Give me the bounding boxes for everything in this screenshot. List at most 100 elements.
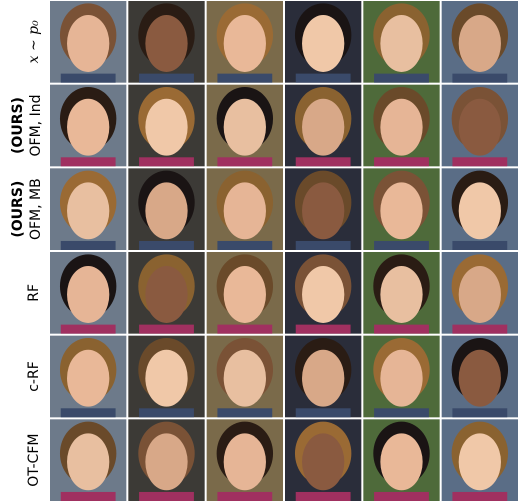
face-image	[285, 335, 362, 418]
row-label: OFM, Ind	[28, 95, 44, 157]
face-image	[206, 419, 283, 501]
face	[145, 433, 188, 491]
face	[458, 182, 501, 240]
shirt	[139, 240, 194, 250]
face-image	[50, 84, 127, 167]
shirt	[374, 324, 429, 334]
face-image	[441, 1, 518, 83]
shirt	[139, 408, 194, 418]
face	[223, 266, 266, 323]
face-image	[128, 1, 205, 83]
face	[223, 98, 266, 156]
face-image	[128, 84, 205, 167]
face-image	[363, 252, 440, 334]
face	[380, 15, 423, 72]
face	[67, 266, 110, 323]
face	[302, 349, 345, 407]
face	[302, 433, 345, 491]
shirt	[217, 324, 273, 334]
shirt	[295, 324, 351, 334]
row-tag: (OURS)	[10, 181, 26, 238]
face-image	[285, 252, 362, 334]
face	[145, 182, 188, 240]
face	[67, 15, 110, 72]
face-image	[285, 419, 362, 501]
shirt	[452, 157, 508, 167]
face	[223, 349, 266, 407]
face-image	[441, 252, 518, 334]
row-label: OT-CFM	[26, 434, 42, 487]
face-image	[285, 1, 362, 83]
face	[458, 15, 501, 72]
face-image	[128, 335, 205, 418]
shirt	[452, 491, 508, 501]
face	[458, 433, 501, 491]
shirt	[374, 73, 429, 83]
shirt	[139, 73, 194, 83]
row-tag: (OURS)	[10, 97, 26, 154]
face	[223, 433, 266, 491]
face	[145, 15, 188, 72]
face	[380, 433, 423, 491]
shirt	[452, 324, 508, 334]
shirt	[217, 491, 273, 501]
face	[302, 182, 345, 240]
face-image	[50, 252, 127, 334]
row-label: c-RF	[26, 361, 42, 392]
face	[145, 349, 188, 407]
shirt	[217, 240, 273, 250]
face-image	[206, 335, 283, 418]
face-image	[50, 1, 127, 83]
face-image	[363, 419, 440, 501]
shirt	[295, 408, 351, 418]
shirt	[374, 408, 429, 418]
face-image	[441, 168, 518, 250]
shirt	[60, 491, 116, 501]
shirt	[452, 408, 508, 418]
face-image	[50, 419, 127, 501]
shirt	[139, 491, 194, 501]
shirt	[295, 73, 351, 83]
shirt	[452, 73, 508, 83]
face-image	[206, 1, 283, 83]
face-image	[441, 419, 518, 501]
face	[302, 98, 345, 156]
face	[145, 98, 188, 156]
face-image	[206, 168, 283, 250]
shirt	[295, 240, 351, 250]
face-image	[441, 335, 518, 418]
shirt	[60, 408, 116, 418]
face-image	[128, 252, 205, 334]
face	[380, 349, 423, 407]
row-label: x ∼ p₀	[26, 20, 42, 63]
face	[67, 98, 110, 156]
shirt	[374, 491, 429, 501]
face-image	[285, 84, 362, 167]
face	[302, 15, 345, 72]
shirt	[217, 157, 273, 167]
shirt	[295, 491, 351, 501]
face-image	[363, 335, 440, 418]
face	[67, 182, 110, 240]
face	[380, 182, 423, 240]
shirt	[60, 157, 116, 167]
face	[458, 98, 501, 156]
face	[67, 349, 110, 407]
shirt	[139, 324, 194, 334]
face	[458, 349, 501, 407]
shirt	[452, 240, 508, 250]
shirt	[60, 73, 116, 83]
face	[380, 266, 423, 323]
row-label: RF	[26, 284, 42, 302]
face-image	[128, 419, 205, 501]
shirt	[295, 157, 351, 167]
shirt	[217, 73, 273, 83]
shirt	[374, 240, 429, 250]
shirt	[60, 240, 116, 250]
face	[380, 98, 423, 156]
face	[458, 266, 501, 323]
face-image	[206, 84, 283, 167]
face-image	[363, 1, 440, 83]
shirt	[217, 408, 273, 418]
